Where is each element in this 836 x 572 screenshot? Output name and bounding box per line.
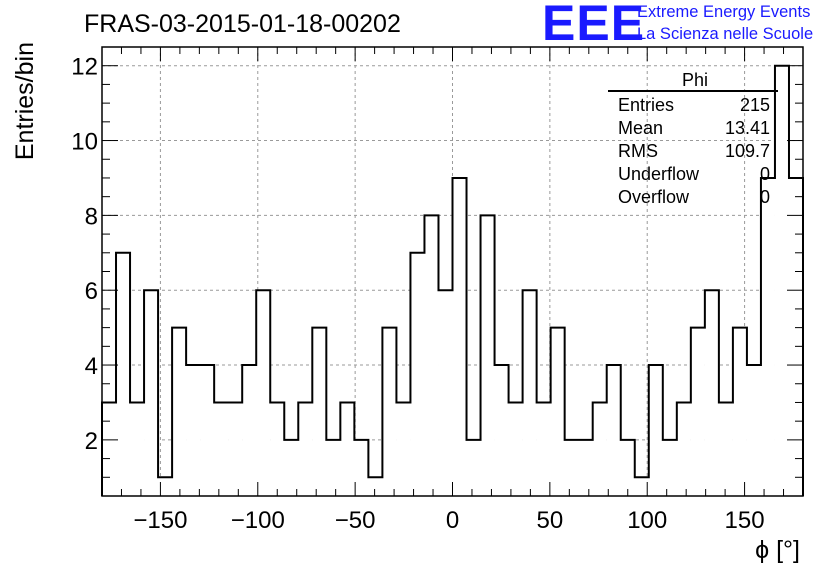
stats-value: 215 (739, 95, 770, 115)
histogram-bin (228, 402, 243, 496)
histogram-bin (368, 477, 383, 496)
histogram-bin (466, 439, 481, 496)
histogram-bin (270, 402, 285, 496)
histogram-bin (382, 327, 397, 496)
histogram-bin (144, 290, 159, 496)
histogram-bin (704, 290, 719, 496)
histogram-bin (620, 439, 635, 496)
stats-box-divider (608, 90, 778, 92)
y-tick-label: 12 (71, 54, 98, 81)
stats-value: 0 (759, 187, 770, 207)
histogram-bin (494, 365, 509, 496)
x-tick-label: 50 (537, 507, 564, 534)
y-tick-label: 8 (85, 203, 98, 230)
org-name: Extreme Energy Events (637, 3, 811, 21)
y-tick-label: 4 (85, 353, 98, 380)
histogram-bin (116, 252, 131, 496)
histogram-bin (746, 365, 761, 496)
histogram-bin (508, 402, 523, 496)
histogram-bin (550, 327, 565, 496)
eee-logo: EEE (542, 0, 646, 51)
histogram-outline (101, 64, 804, 496)
stats-row-mean: Mean 13.41 (608, 117, 778, 140)
histogram-bin (760, 177, 775, 497)
histogram-bin (480, 215, 495, 496)
stats-box: Phi Entries 215 Mean 13.41 RMS 109.7 Und… (608, 70, 778, 209)
x-axis-label: ϕ [°] (755, 536, 800, 564)
histogram-bin (662, 439, 677, 496)
histogram-bin (396, 402, 411, 496)
stats-row-entries: Entries 215 (608, 94, 778, 117)
x-tick-label: −50 (335, 507, 376, 534)
histogram-bin (718, 402, 733, 496)
stats-value: 0 (759, 164, 770, 184)
histogram-bin (788, 177, 803, 497)
stats-row-underflow: Underflow 0 (608, 163, 778, 186)
stats-key: Mean (618, 118, 664, 138)
stats-row-rms: RMS 109.7 (608, 140, 778, 163)
stats-key: Overflow (618, 187, 690, 207)
plot-title: FRAS-03-2015-01-18-00202 (84, 10, 401, 38)
histogram-bin (214, 402, 229, 496)
histogram-bin (536, 402, 551, 496)
stats-key: Entries (618, 95, 675, 115)
histogram-bin (186, 365, 201, 496)
stats-row-overflow: Overflow 0 (608, 186, 778, 209)
histogram-bin (592, 402, 607, 496)
x-tick-label: −100 (231, 507, 285, 534)
histogram-bin (578, 439, 593, 496)
histogram-bin (634, 477, 649, 496)
y-tick-label: 6 (85, 278, 98, 305)
y-axis-label: Entries/bin (11, 42, 39, 160)
stats-key: RMS (618, 141, 658, 161)
stats-key: Underflow (618, 164, 700, 184)
histogram-bin (690, 327, 705, 496)
org-subtitle: La Scienza nelle Scuole (637, 25, 814, 43)
histogram-bin (242, 365, 257, 496)
histogram-bin (438, 290, 453, 496)
y-tick-label: 10 (71, 129, 98, 156)
histogram-bin (312, 327, 327, 496)
histogram-bin (732, 327, 747, 496)
y-tick-label: 2 (85, 428, 98, 455)
histogram-bin (522, 290, 537, 496)
x-tick-label: 0 (446, 507, 459, 534)
histogram-bin (676, 402, 691, 496)
histogram-bin (158, 477, 173, 496)
x-tick-label: 150 (725, 507, 765, 534)
histogram-bin (172, 327, 187, 496)
stats-value: 109.7 (724, 141, 770, 161)
histogram-bin (648, 365, 663, 496)
histogram-bin (410, 252, 425, 496)
x-tick-label: 100 (627, 507, 667, 534)
histogram-bin (200, 365, 215, 496)
histogram-bin (298, 402, 313, 496)
x-tick-label: −150 (133, 507, 187, 534)
histogram-bin (354, 439, 369, 496)
histogram-bin (340, 402, 355, 496)
histogram-bin (452, 177, 467, 497)
stats-value: 13.41 (724, 118, 770, 138)
histogram-bin (284, 439, 299, 496)
histogram-bin (326, 439, 341, 496)
histogram-bin (564, 439, 579, 496)
histogram-bin (102, 402, 117, 496)
histogram-bin (606, 365, 621, 496)
stats-box-title: Phi (681, 70, 708, 90)
histogram-bin (424, 215, 439, 496)
histogram-bin (256, 290, 271, 496)
histogram-bin (774, 65, 789, 496)
histogram-bin (130, 402, 145, 496)
